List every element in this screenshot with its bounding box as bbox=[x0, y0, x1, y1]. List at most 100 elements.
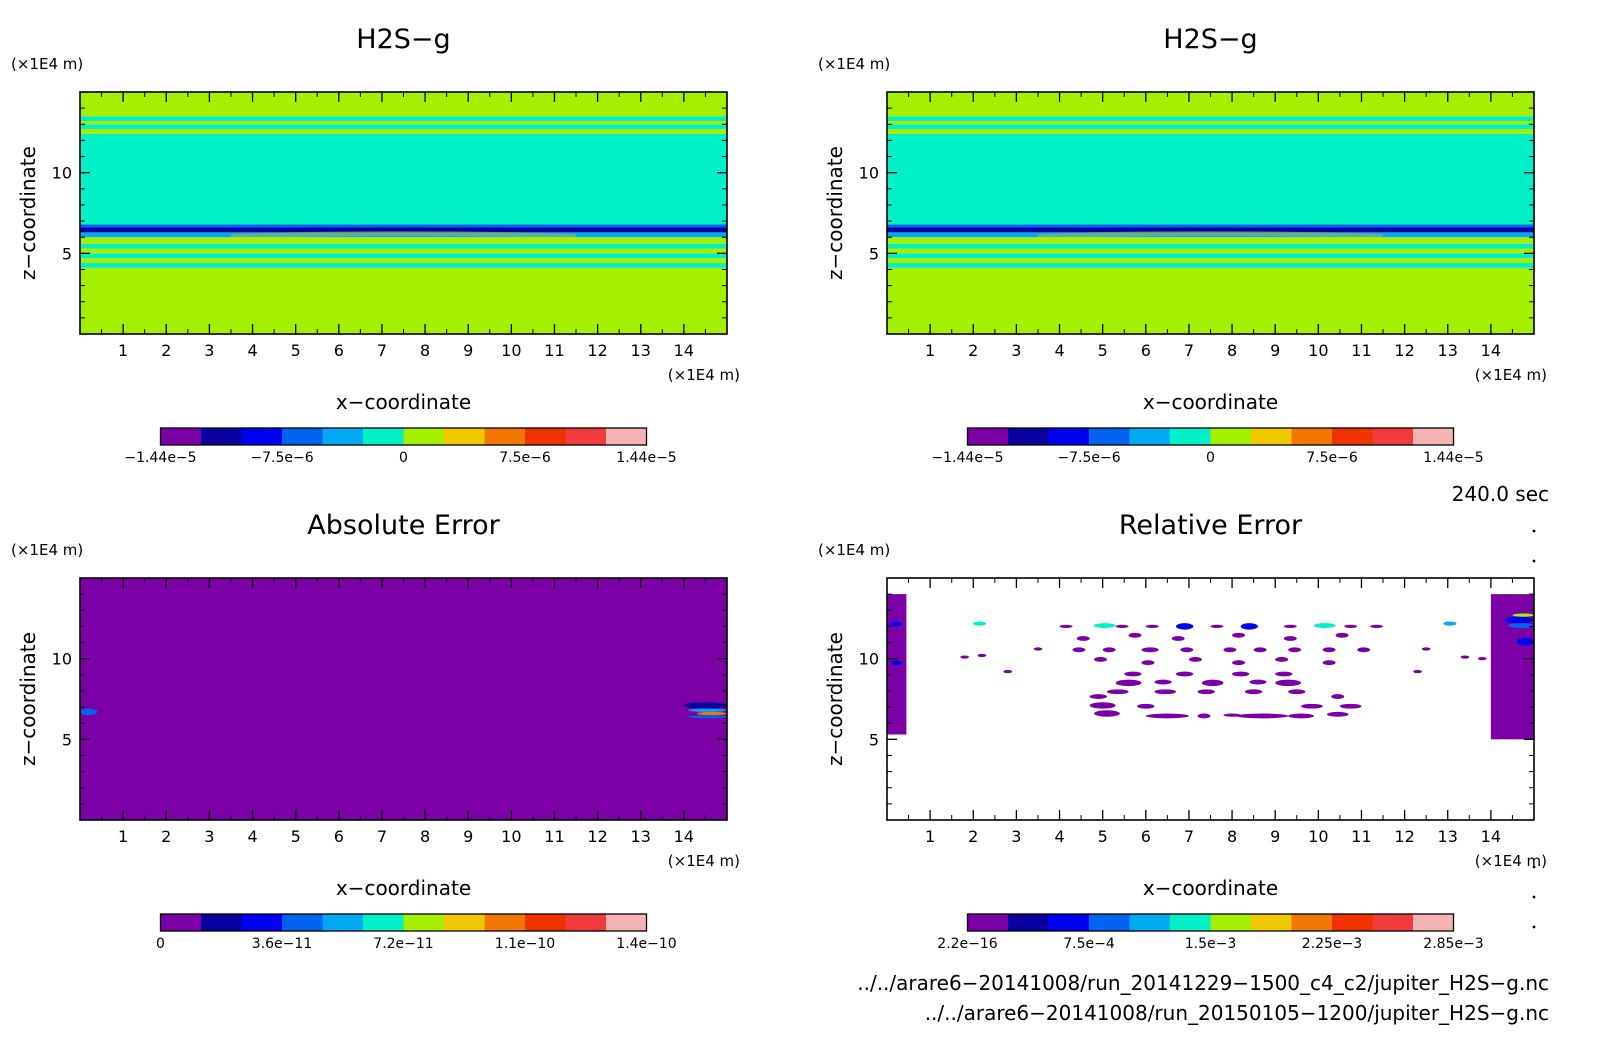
x-tick-label: 12 bbox=[1394, 341, 1414, 360]
contour-blob bbox=[977, 653, 987, 658]
colorbar-tick-label: 3.6e−11 bbox=[252, 936, 312, 952]
x-tick-label: 6 bbox=[334, 827, 344, 846]
contour-blob bbox=[1275, 671, 1293, 677]
dot bbox=[1532, 559, 1536, 563]
contour-band bbox=[887, 258, 1534, 264]
panel-relative-error: Relative Error(×1E4 m)1 2 3 4 5 6 7 8 9 10 11 12 13 1… bbox=[818, 510, 1547, 952]
contour-band bbox=[887, 133, 1534, 225]
colorbar-swatch bbox=[403, 914, 445, 931]
y-axis-label: z−coordinate bbox=[823, 632, 847, 766]
contour-blob bbox=[1232, 632, 1246, 638]
colorbar-swatch bbox=[322, 428, 364, 445]
colorbar-swatch bbox=[1372, 428, 1414, 445]
x-tick-label: 7 bbox=[1184, 827, 1194, 846]
contour-band bbox=[80, 124, 727, 130]
x-tick-label: 4 bbox=[1054, 341, 1064, 360]
x-tick-label: 9 bbox=[1270, 341, 1280, 360]
colorbar-tick-label: 2.25e−3 bbox=[1302, 936, 1362, 952]
colorbar-tick-label: 7.2e−11 bbox=[373, 936, 433, 952]
contour-blob bbox=[1115, 624, 1129, 629]
contour-band bbox=[887, 267, 1534, 334]
contour-blob bbox=[1503, 616, 1534, 624]
x-tick-label: 9 bbox=[1270, 827, 1280, 846]
x-tick-label: 8 bbox=[1227, 827, 1237, 846]
contour-blob bbox=[1288, 647, 1302, 653]
y-tick-label: 10 bbox=[52, 164, 72, 183]
x-axis-unit: (×1E4 m) bbox=[668, 366, 740, 384]
contour-band bbox=[80, 263, 727, 268]
contour-blob bbox=[1210, 624, 1224, 629]
colorbar-tick-label: −7.5e−6 bbox=[250, 450, 313, 466]
colorbar-swatch bbox=[1372, 914, 1414, 931]
chart-title: H2S−g bbox=[1163, 24, 1257, 55]
x-tick-label: 14 bbox=[674, 827, 694, 846]
x-axis-label: x−coordinate bbox=[336, 876, 471, 900]
colorbar-swatch bbox=[363, 428, 404, 445]
panel-absolute-error: Absolute Error(×1E4 m)1 2 3 4 5 6 7 8 9 10 11 12 13 1… bbox=[11, 510, 740, 952]
contour-band bbox=[80, 116, 727, 122]
x-tick-label: 5 bbox=[1098, 341, 1108, 360]
contour-blob bbox=[1331, 694, 1345, 700]
contour-band bbox=[887, 129, 1534, 134]
x-tick-label: 2 bbox=[161, 827, 171, 846]
contour-blob bbox=[1477, 657, 1487, 661]
contour-blob bbox=[973, 621, 987, 626]
colorbar-tick-label: 1.1e−10 bbox=[495, 936, 555, 952]
colorbar-swatch bbox=[606, 428, 647, 445]
colorbar-swatch bbox=[241, 914, 283, 931]
x-tick-label: 1 bbox=[118, 341, 128, 360]
contour-blob bbox=[1335, 632, 1349, 638]
x-tick-label: 5 bbox=[1098, 827, 1108, 846]
contour-blob bbox=[1089, 702, 1116, 709]
colorbar-swatch bbox=[201, 914, 242, 931]
contour-band bbox=[887, 248, 1534, 254]
colorbar-swatch bbox=[1048, 428, 1090, 445]
colorbar-swatch bbox=[201, 428, 242, 445]
x-tick-label: 2 bbox=[161, 341, 171, 360]
colorbar-swatch bbox=[565, 428, 607, 445]
colorbar-swatch bbox=[525, 914, 566, 931]
colorbar-swatch bbox=[282, 914, 323, 931]
contour-blob bbox=[1288, 689, 1306, 695]
contour-band bbox=[887, 121, 1534, 125]
colorbar-tick-label: 0 bbox=[399, 450, 408, 466]
contour-blob bbox=[1072, 647, 1086, 653]
contour-blob bbox=[1003, 669, 1013, 674]
x-axis-unit: (×1E4 m) bbox=[1475, 366, 1547, 384]
x-tick-label: 14 bbox=[1481, 827, 1501, 846]
x-tick-label: 8 bbox=[420, 827, 430, 846]
contour-blob bbox=[1223, 647, 1237, 653]
colorbar-swatch bbox=[160, 914, 202, 931]
y-tick-label: 5 bbox=[62, 730, 72, 749]
x-tick-label: 8 bbox=[1227, 341, 1237, 360]
y-tick-label: 10 bbox=[52, 650, 72, 669]
x-axis-unit: (×1E4 m) bbox=[1475, 852, 1547, 870]
colorbar-swatch bbox=[1413, 428, 1454, 445]
colorbar-swatch bbox=[1129, 914, 1171, 931]
colorbar-swatch bbox=[1008, 914, 1049, 931]
x-tick-label: 1 bbox=[925, 827, 935, 846]
colorbar-swatch bbox=[1008, 428, 1049, 445]
contour-band bbox=[80, 227, 727, 233]
colorbar-tick-label: 1.5e−3 bbox=[1185, 936, 1237, 952]
contour-blob bbox=[1141, 660, 1155, 666]
colorbar-swatch bbox=[967, 914, 1009, 931]
colorbar-frame bbox=[159, 427, 648, 446]
contour-band bbox=[887, 227, 1534, 233]
contour-blob bbox=[1236, 713, 1289, 719]
colorbar-tick-label: 2.2e−16 bbox=[937, 936, 998, 952]
x-tick-label: 3 bbox=[204, 341, 214, 360]
contour-band bbox=[80, 121, 727, 125]
x-tick-label: 9 bbox=[463, 341, 473, 360]
x-tick-label: 10 bbox=[1308, 341, 1328, 360]
contour-blob bbox=[1197, 713, 1211, 719]
file-path-2: ../../arare6−20141008/run_20150105−1200/… bbox=[925, 1001, 1549, 1025]
colorbar-frame bbox=[966, 427, 1455, 446]
x-tick-label: 14 bbox=[674, 341, 694, 360]
colorbar-swatch bbox=[1251, 428, 1292, 445]
contour-blob bbox=[1154, 679, 1172, 685]
colorbar-tick-label: 1.44e−5 bbox=[616, 450, 676, 466]
colorbar-swatch bbox=[282, 428, 323, 445]
contour-blob bbox=[1339, 703, 1362, 709]
contour-blob bbox=[1232, 660, 1246, 666]
